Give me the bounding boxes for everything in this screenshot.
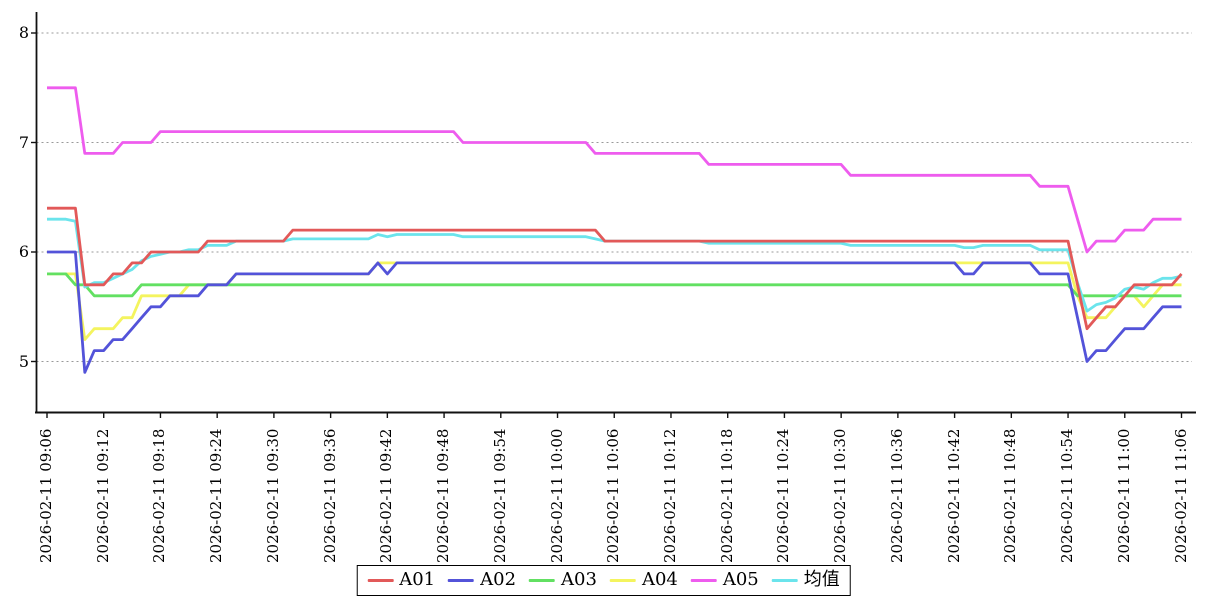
x-tick-label-text: 2026-02-11 09:42 <box>377 428 396 563</box>
legend-label: 均值 <box>803 569 840 590</box>
series-line-A04 <box>47 261 1182 342</box>
x-tick-label-text: 2026-02-11 10:06 <box>604 428 623 563</box>
y-tick-label: 8 <box>18 23 29 42</box>
x-tick-label-text: 2026-02-11 11:06 <box>1171 428 1190 563</box>
x-tick-label-text: 2026-02-11 10:24 <box>774 428 793 563</box>
legend-swatch-icon <box>609 578 636 582</box>
legend-swatch-icon <box>448 578 475 582</box>
x-tick-label: 2026-02-11 11:06 <box>1172 429 1207 580</box>
legend-item-A04: A04 <box>609 569 678 591</box>
x-tick-label-text: 2026-02-11 10:00 <box>547 428 566 563</box>
x-tick-label-text: 2026-02-11 10:54 <box>1058 428 1077 563</box>
y-tick-label: 5 <box>18 351 29 371</box>
legend-swatch-icon <box>529 578 556 582</box>
legend-label: A05 <box>722 569 759 590</box>
x-tick-label-text: 2026-02-11 10:18 <box>717 428 736 563</box>
x-tick-label-text: 2026-02-11 09:54 <box>490 428 509 563</box>
x-tick-label-text: 2026-02-11 09:12 <box>93 428 112 563</box>
legend-item-A05: A05 <box>690 569 759 591</box>
x-tick-label-text: 2026-02-11 09:06 <box>37 428 55 563</box>
legend-item-A01: A01 <box>367 569 435 591</box>
legend-swatch-icon <box>771 578 798 582</box>
legend: A01 A02 A03 A04 A05 均值 <box>356 565 851 596</box>
series-line-A01 <box>47 206 1183 331</box>
legend-item-A03: A03 <box>529 569 597 591</box>
x-tick-label-text: 2026-02-11 09:36 <box>320 428 339 563</box>
y-tick-label: 7 <box>18 132 29 152</box>
x-tick-label-text: 2026-02-11 09:18 <box>150 428 169 563</box>
x-tick-label-text: 2026-02-11 09:24 <box>207 428 226 563</box>
x-tick-label-text: 2026-02-11 10:36 <box>887 428 906 563</box>
x-tick-label-text: 2026-02-11 10:30 <box>831 428 850 563</box>
legend-item-均值: 均值 <box>771 569 840 591</box>
x-tick-label-text: 2026-02-11 09:30 <box>263 428 282 563</box>
legend-label: A01 <box>399 569 436 590</box>
series-line-A05 <box>47 86 1182 254</box>
series-line-均值 <box>47 217 1182 313</box>
legend-swatch-icon <box>367 578 394 582</box>
legend-label: A04 <box>641 569 678 590</box>
series-line-A02 <box>47 250 1182 374</box>
y-tick-label: 6 <box>18 242 29 261</box>
x-tick-label-text: 2026-02-11 10:48 <box>1001 428 1020 563</box>
x-tick-label-text: 2026-02-11 10:42 <box>944 428 963 563</box>
x-tick-label-text: 2026-02-11 10:12 <box>660 428 679 563</box>
x-tick-label-text: 2026-02-11 09:48 <box>434 428 453 563</box>
legend-item-A02: A02 <box>448 569 516 591</box>
legend-label: A02 <box>480 569 517 590</box>
legend-swatch-icon <box>690 578 717 582</box>
x-tick-label-text: 2026-02-11 11:00 <box>1114 428 1133 563</box>
legend-label: A03 <box>561 569 597 590</box>
series-line-A03 <box>47 272 1182 298</box>
